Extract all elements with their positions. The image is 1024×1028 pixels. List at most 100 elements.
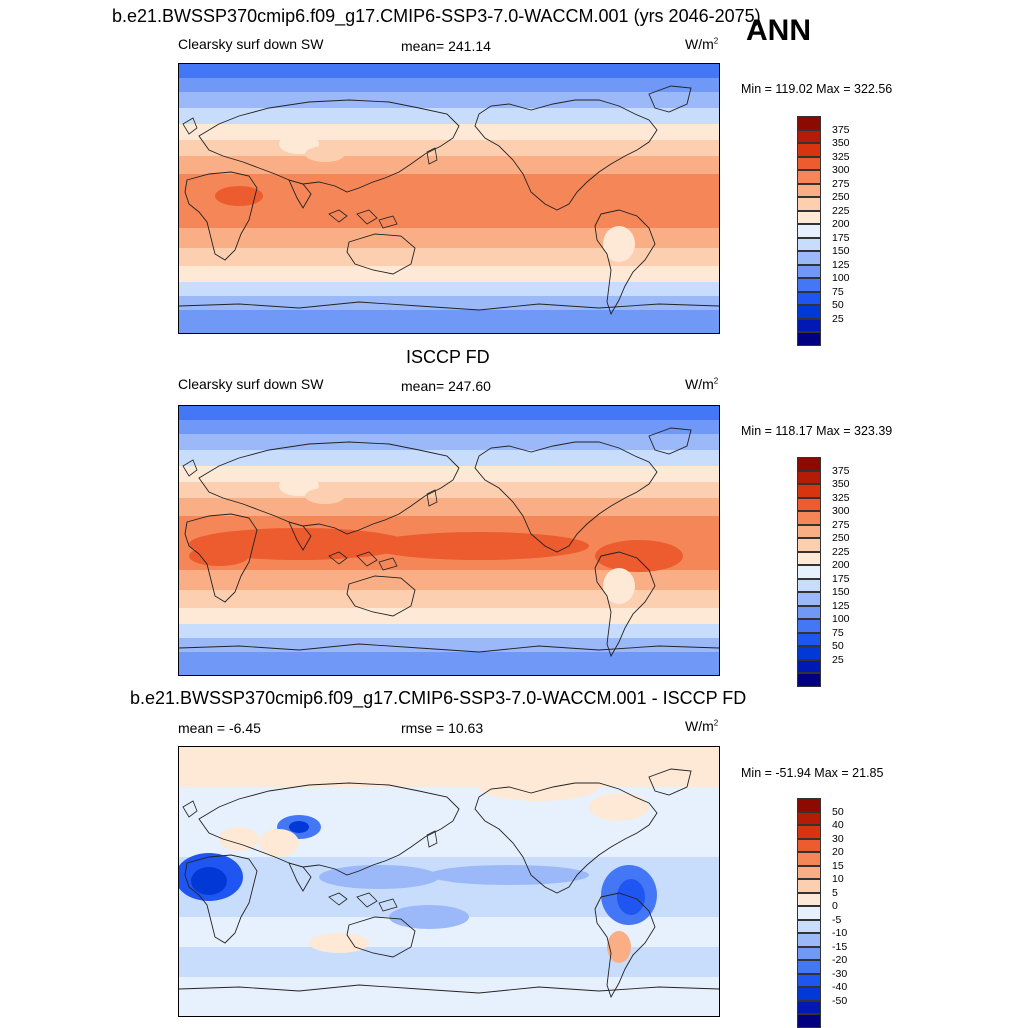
- colorbar-box: [797, 143, 821, 157]
- colorbar-box: [797, 156, 821, 170]
- colorbar-box: [797, 632, 821, 646]
- panel1-title: b.e21.BWSSP370cmip6.f09_g17.CMIP6-SSP3-7…: [112, 6, 761, 26]
- colorbar-box: [797, 906, 821, 920]
- colorbar-box: [797, 619, 821, 633]
- colorbar-box: [797, 811, 821, 825]
- colorbar-box: [797, 565, 821, 579]
- colorbar-tick-label: 0: [832, 900, 838, 912]
- colorbar-tick-label: 125: [832, 258, 850, 271]
- colorbar-box: [797, 987, 821, 1001]
- colorbar-box: [797, 879, 821, 893]
- colorbar-box: [797, 919, 821, 933]
- colorbar-tick-label: 150: [832, 245, 850, 257]
- colorbar-tick-label: 375: [832, 123, 850, 136]
- colorbar-tick-label: 300: [832, 505, 850, 517]
- colorbar-box: [797, 251, 821, 265]
- panel1-colorbar: [797, 116, 821, 346]
- colorbar-box: [797, 933, 821, 947]
- panel3-units-label: W/m2: [685, 718, 719, 734]
- colorbar-box: [797, 892, 821, 906]
- colorbar-tick-label: 25: [832, 312, 844, 325]
- colorbar-box: [797, 960, 821, 974]
- colorbar-box: [797, 973, 821, 987]
- panel3-mean-label: mean = -6.45: [178, 720, 261, 736]
- season-label: ANN: [746, 14, 811, 47]
- colorbar-box: [797, 116, 821, 130]
- colorbar-tick-label: 225: [832, 545, 850, 558]
- colorbar-box: [797, 838, 821, 852]
- colorbar-tick-label: 250: [832, 532, 850, 544]
- colorbar-box: [797, 1000, 821, 1014]
- colorbar-box: [797, 659, 821, 673]
- panel3-title: b.e21.BWSSP370cmip6.f09_g17.CMIP6-SSP3-7…: [130, 688, 747, 708]
- colorbar-tick-label: -50: [832, 994, 848, 1007]
- panel2-mean-label: mean= 247.60: [401, 378, 491, 394]
- colorbar-tick-label: 15: [832, 859, 844, 872]
- colorbar-box: [797, 524, 821, 538]
- panel1-map: [178, 63, 720, 334]
- colorbar-tick-label: 150: [832, 586, 850, 598]
- colorbar-tick-label: 75: [832, 285, 844, 298]
- colorbar-box: [797, 511, 821, 525]
- colorbar-box: [797, 291, 821, 305]
- colorbar-tick-label: 100: [832, 272, 850, 284]
- colorbar-tick-label: 50: [832, 805, 844, 818]
- colorbar-box: [797, 646, 821, 660]
- colorbar-box: [797, 852, 821, 866]
- colorbar-tick-label: -5: [832, 913, 842, 926]
- colorbar-tick-label: 50: [832, 640, 844, 652]
- colorbar-box: [797, 237, 821, 251]
- colorbar-tick-label: 200: [832, 559, 850, 571]
- panel3-colorbar: [797, 798, 821, 1028]
- panel2-variable-label: Clearsky surf down SW: [178, 376, 324, 392]
- panel2-minmax: Min = 118.17 Max = 323.39: [741, 424, 893, 438]
- panel2-title: ISCCP FD: [406, 347, 490, 367]
- colorbar-tick-label: 175: [832, 572, 850, 585]
- colorbar-tick-label: 10: [832, 873, 844, 885]
- colorbar-tick-label: 5: [832, 886, 838, 899]
- colorbar-box: [797, 825, 821, 839]
- colorbar-tick-label: -40: [832, 981, 848, 993]
- colorbar-tick-label: 25: [832, 653, 844, 666]
- colorbar-box: [797, 129, 821, 143]
- colorbar-tick-label: 275: [832, 518, 850, 531]
- colorbar-tick-label: 275: [832, 177, 850, 190]
- panel2-map: [178, 405, 720, 676]
- colorbar-box: [797, 592, 821, 606]
- panel2-colorbar: [797, 457, 821, 687]
- panel1-minmax: Min = 119.02 Max = 322.56: [741, 82, 893, 96]
- colorbar-box: [797, 497, 821, 511]
- colorbar-tick-label: 350: [832, 137, 850, 149]
- colorbar-tick-label: 20: [832, 846, 844, 858]
- colorbar-box: [797, 457, 821, 471]
- colorbar-box: [797, 551, 821, 565]
- colorbar-box: [797, 798, 821, 812]
- colorbar-box: [797, 170, 821, 184]
- panel1-variable-label: Clearsky surf down SW: [178, 36, 324, 52]
- colorbar-box: [797, 305, 821, 319]
- panel2-units-label: W/m2: [685, 376, 719, 392]
- panel3-minmax: Min = -51.94 Max = 21.85: [741, 766, 884, 780]
- colorbar-tick-label: 325: [832, 150, 850, 163]
- panel3-map: [178, 746, 720, 1017]
- colorbar-box: [797, 578, 821, 592]
- colorbar-tick-label: 40: [832, 819, 844, 831]
- colorbar-tick-label: 250: [832, 191, 850, 203]
- colorbar-box: [797, 673, 821, 687]
- colorbar-box: [797, 470, 821, 484]
- colorbar-tick-label: 175: [832, 231, 850, 244]
- colorbar-box: [797, 946, 821, 960]
- colorbar-tick-label: 325: [832, 491, 850, 504]
- colorbar-tick-label: 30: [832, 832, 844, 845]
- colorbar-box: [797, 210, 821, 224]
- colorbar-tick-label: 100: [832, 613, 850, 625]
- colorbar-box: [797, 264, 821, 278]
- colorbar-box: [797, 332, 821, 346]
- panel3-rmse-label: rmse = 10.63: [401, 720, 484, 736]
- colorbar-box: [797, 197, 821, 211]
- panel1-mean-label: mean= 241.14: [401, 38, 491, 54]
- colorbar-box: [797, 318, 821, 332]
- colorbar-box: [797, 278, 821, 292]
- colorbar-tick-label: 200: [832, 218, 850, 230]
- panel1-units-label: W/m2: [685, 36, 719, 52]
